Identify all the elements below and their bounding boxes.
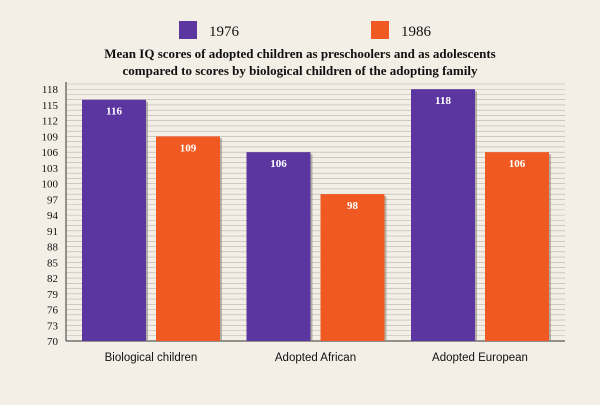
bar-1986-adopted-african: [320, 194, 385, 341]
y-tick-label: 109: [42, 131, 59, 143]
bar-value-label: 116: [106, 106, 122, 118]
y-tick-label: 115: [42, 100, 59, 112]
y-tick-label: 73: [47, 320, 59, 332]
y-tick-label: 82: [47, 273, 58, 285]
bar-1986-biological-children: [156, 136, 220, 341]
chart-title-line-2: compared to scores by biological childre…: [123, 63, 478, 78]
x-category-label: Biological children: [105, 352, 198, 364]
y-tick-label: 100: [42, 179, 59, 191]
legend-swatch-1986: [371, 21, 389, 39]
y-tick-label: 85: [47, 257, 59, 269]
bar-1976-biological-children: [82, 99, 146, 341]
y-tick-label: 88: [47, 242, 59, 254]
y-tick-label: 118: [42, 84, 59, 96]
bar-1976-adopted-african: [246, 152, 311, 341]
labels: 116 109 Biological children 106 98 Adopted Af…: [105, 95, 528, 364]
x-category-label: Adopted European: [432, 352, 528, 364]
x-category-label: Adopted African: [275, 352, 356, 364]
legend-swatch-1976: [179, 21, 197, 39]
y-tick-label: 91: [47, 226, 58, 238]
y-tick-label: 70: [47, 336, 59, 348]
axes: 70 73 76 79 82 85 88 91 94 97 100 103 106 109 112 115 11…: [42, 82, 565, 348]
y-tick-label: 112: [42, 116, 58, 128]
y-tick-label: 97: [47, 194, 59, 206]
y-tick-label: 103: [42, 163, 59, 175]
bar-1976-adopted-european: [411, 89, 475, 341]
y-tick-label: 79: [47, 289, 59, 301]
legend: 1976 1986: [179, 21, 432, 40]
bar-value-label: 106: [270, 158, 287, 170]
bar-value-label: 106: [509, 158, 526, 170]
y-tick-label: 76: [47, 305, 59, 317]
bar-value-label: 109: [180, 142, 197, 154]
legend-label-1986: 1986: [401, 24, 432, 40]
y-tick-label: 94: [47, 210, 59, 222]
legend-label-1976: 1976: [209, 24, 240, 40]
bar-1986-adopted-european: [485, 152, 549, 341]
chart-title-line-1: Mean IQ scores of adopted children as pr…: [104, 46, 495, 61]
gridlines: [66, 83, 565, 337]
bars: [82, 89, 551, 341]
bar-value-label: 118: [435, 95, 451, 107]
y-tick-label: 106: [42, 147, 59, 159]
bar-value-label: 98: [347, 200, 359, 212]
